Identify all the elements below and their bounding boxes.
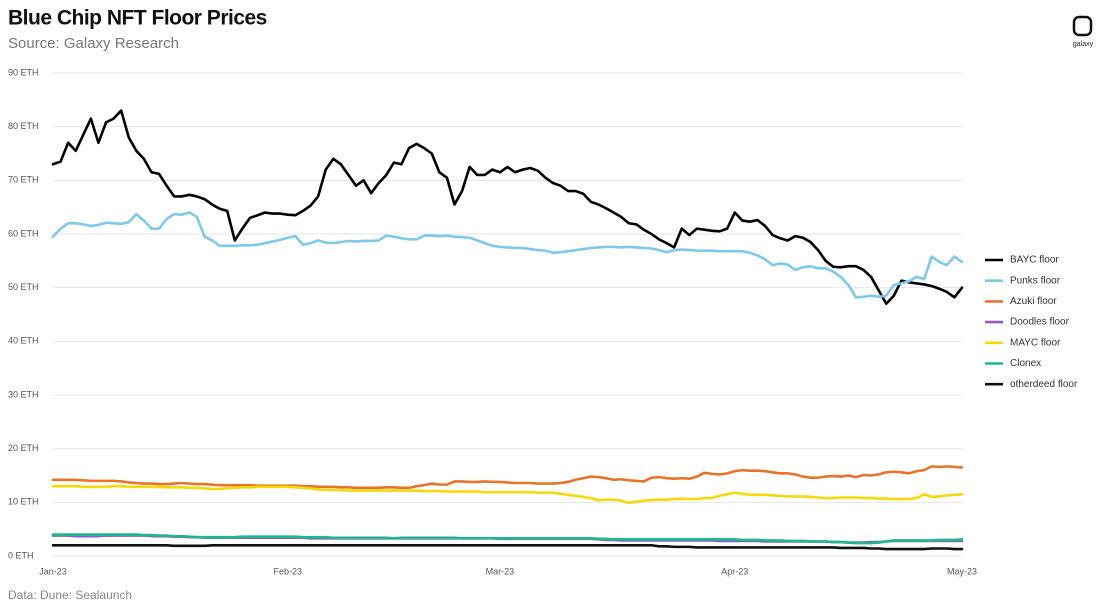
logo-text: galaxy — [1073, 41, 1094, 48]
y-tick-label: 30 ETH — [8, 389, 39, 399]
y-tick-label: 90 ETH — [8, 67, 39, 77]
y-tick-label: 0 ETH — [8, 550, 34, 560]
y-tick-label: 70 ETH — [8, 175, 39, 185]
legend-label: Clonex — [1010, 358, 1041, 369]
legend-label: otherdeed floor — [1010, 379, 1078, 390]
legend-label: Doodles floor — [1010, 317, 1070, 328]
y-tick-label: 60 ETH — [8, 228, 39, 238]
legend-label: Azuki floor — [1010, 296, 1057, 307]
x-tick-label: Mar-23 — [486, 566, 515, 576]
legend-label: MAYC floor — [1010, 337, 1061, 348]
series-line — [51, 465, 964, 490]
y-tick-label: 40 ETH — [8, 336, 39, 346]
series-line — [51, 543, 964, 551]
logo-icon — [1072, 15, 1093, 37]
x-tick-label: Feb-23 — [274, 566, 303, 576]
series-line — [51, 109, 964, 306]
chart-subtitle: Source: Galaxy Research — [8, 35, 179, 52]
legend-label: BAYC floor — [1010, 255, 1059, 266]
x-tick-label: Apr-23 — [721, 566, 748, 576]
y-tick-label: 80 ETH — [8, 121, 39, 131]
chart-title: Blue Chip NFT Floor Prices — [8, 7, 267, 30]
grid: 0 ETH 10 ETH 20 ETH 30 ETH 40 ETH 50 ETH 60 ET… — [8, 67, 977, 576]
series-line — [51, 533, 964, 545]
y-tick-label: 10 ETH — [8, 497, 39, 507]
plot-area — [51, 109, 964, 551]
y-tick-label: 20 ETH — [8, 443, 39, 453]
legend: BAYC floor Punks floor Azuki floor Doodles … — [985, 255, 1078, 390]
y-tick-label: 50 ETH — [8, 282, 39, 292]
x-tick-label: May-23 — [947, 566, 977, 576]
legend-label: Punks floor — [1010, 275, 1061, 286]
series-line — [51, 484, 964, 505]
chart-footer: Data: Dune: Sealaunch — [8, 588, 132, 602]
series-line — [51, 211, 964, 299]
x-tick-label: Jan-23 — [39, 566, 67, 576]
